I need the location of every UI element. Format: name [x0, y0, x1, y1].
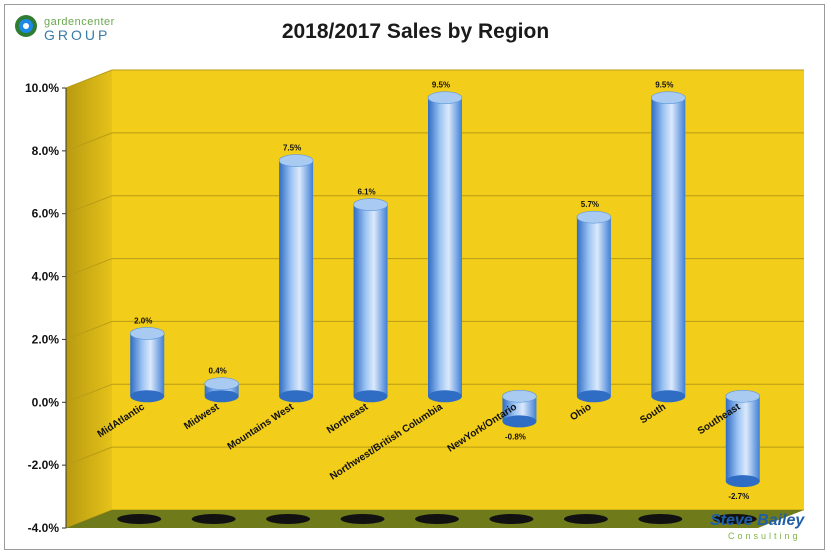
y-tick-label: 0.0% [32, 395, 60, 409]
bar-body [576, 217, 611, 397]
bar-body [725, 396, 760, 482]
y-tick-label: -4.0% [28, 521, 60, 535]
bar-shadow [340, 514, 385, 524]
steve-bailey-logo: Steve Bailey Consulting [708, 512, 816, 544]
bar-body [651, 97, 686, 397]
bar [427, 91, 463, 403]
y-axis-ticks: -4.0% -2.0% 0.0% 2.0% 4.0% 6.0% 8.0% 10.0% [25, 81, 66, 535]
bar [204, 377, 239, 403]
y-tick-label: 2.0% [32, 332, 60, 346]
gridline-side [65, 383, 113, 403]
bar-shadow [415, 514, 459, 524]
garden-center-group-logo: gardencenter GROUP [14, 10, 144, 44]
bar-bottom-cap [576, 390, 611, 403]
gridline-side [65, 132, 113, 152]
logo-subtitle: Consulting [728, 531, 801, 541]
gridline-side [65, 195, 113, 215]
logo-mark-icon [15, 15, 37, 37]
bar-body [428, 97, 462, 397]
bar-top-cap [502, 389, 537, 403]
bar [278, 154, 314, 403]
data-label: 9.5% [655, 81, 673, 90]
gridline-side [65, 320, 113, 340]
data-label: -2.7% [728, 492, 749, 501]
logo-text-small: gardencenter [44, 16, 115, 28]
data-label: 9.5% [432, 81, 450, 90]
bar-bottom-cap [204, 390, 239, 403]
bar-top-cap [427, 91, 463, 105]
side-wall-panel [66, 70, 112, 528]
y-tick-label: -2.0% [28, 458, 60, 472]
bar-top-cap [353, 198, 388, 211]
bar-body [130, 333, 165, 397]
y-tick-label: 8.0% [32, 144, 60, 158]
bar [651, 91, 686, 403]
bars [129, 91, 761, 488]
data-label: 5.7% [581, 200, 599, 209]
gridline-side [65, 446, 113, 466]
bar-top-cap [204, 377, 239, 391]
bar-top-cap [129, 327, 165, 340]
bar [576, 210, 612, 403]
bar [502, 389, 537, 428]
data-label: 2.0% [134, 316, 152, 325]
bar-shadow [638, 514, 683, 524]
bar-shadow [712, 514, 757, 524]
bar-bottom-cap [502, 415, 537, 428]
bar-bottom-cap [651, 390, 686, 403]
gridline-side [65, 258, 113, 278]
bar [353, 198, 388, 403]
logo-text-large: GROUP [44, 27, 111, 43]
bar-top-cap [651, 91, 686, 105]
bar-body [279, 160, 314, 397]
bar-top-cap [725, 389, 761, 403]
bar-shadow [266, 514, 311, 524]
bar [725, 389, 761, 488]
bar [129, 327, 165, 403]
bar-bottom-cap [428, 390, 462, 403]
logo-name: Steve Bailey [710, 512, 805, 529]
bar-bottom-cap [279, 390, 314, 403]
data-label: -0.8% [505, 432, 526, 441]
y-tick-label: 10.0% [25, 81, 59, 95]
bar-body [353, 204, 388, 397]
y-tick-label: 6.0% [32, 207, 60, 221]
bar-shadow [489, 514, 534, 524]
gridline-side [65, 69, 113, 89]
bar-bottom-cap [353, 390, 388, 403]
bar-bottom-cap [130, 390, 165, 403]
y-tick-label: 4.0% [32, 270, 60, 284]
data-label: 0.4% [209, 367, 227, 376]
bar-shadow [117, 514, 162, 524]
bar-shadow [191, 514, 236, 524]
data-label: 7.5% [283, 144, 301, 153]
data-labels: 2.0% 0.4% 7.5% 6.1% 9.5% -0.8% 5.7% 9.5% -2.7% [134, 81, 749, 501]
data-label: 6.1% [357, 188, 375, 197]
floor [66, 510, 804, 528]
bar-top-cap [278, 154, 314, 167]
bar-top-cap [576, 210, 612, 224]
bar-bottom-cap [725, 475, 760, 488]
bar-shadow [563, 514, 608, 524]
chart-title: 2018/2017 Sales by Region [281, 20, 550, 43]
